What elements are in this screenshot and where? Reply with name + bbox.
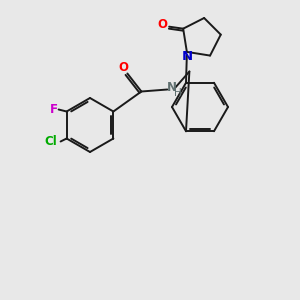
Text: N: N [181, 50, 192, 63]
Text: O: O [118, 61, 128, 74]
Text: Cl: Cl [44, 135, 57, 148]
Text: O: O [157, 18, 167, 31]
Text: N: N [167, 81, 176, 94]
Text: F: F [50, 103, 58, 116]
Text: H: H [173, 88, 181, 98]
